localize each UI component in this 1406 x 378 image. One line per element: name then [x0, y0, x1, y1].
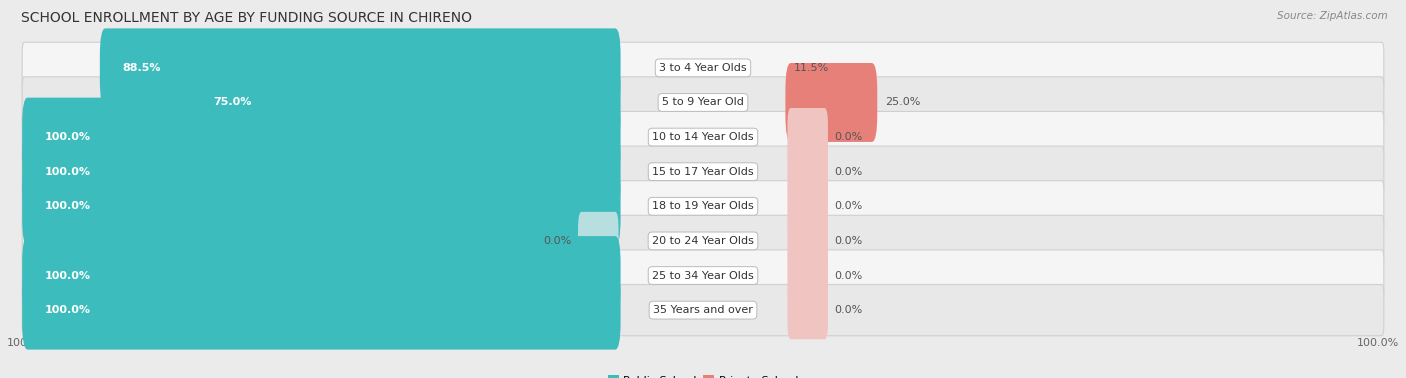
FancyBboxPatch shape	[22, 215, 1384, 266]
FancyBboxPatch shape	[787, 108, 828, 166]
Text: 3 to 4 Year Olds: 3 to 4 Year Olds	[659, 63, 747, 73]
FancyBboxPatch shape	[22, 250, 1384, 301]
Text: 15 to 17 Year Olds: 15 to 17 Year Olds	[652, 167, 754, 177]
Text: 0.0%: 0.0%	[543, 236, 571, 246]
Text: 5 to 9 Year Old: 5 to 9 Year Old	[662, 98, 744, 107]
Text: 0.0%: 0.0%	[835, 132, 863, 142]
FancyBboxPatch shape	[22, 112, 1384, 163]
FancyBboxPatch shape	[22, 271, 620, 350]
Text: 100.0%: 100.0%	[45, 201, 90, 211]
FancyBboxPatch shape	[786, 63, 877, 142]
Text: 100.0%: 100.0%	[45, 132, 90, 142]
FancyBboxPatch shape	[578, 212, 619, 270]
FancyBboxPatch shape	[191, 63, 620, 142]
Text: 11.5%: 11.5%	[794, 63, 830, 73]
Text: SCHOOL ENROLLMENT BY AGE BY FUNDING SOURCE IN CHIRENO: SCHOOL ENROLLMENT BY AGE BY FUNDING SOUR…	[21, 11, 472, 25]
Text: 100.0%: 100.0%	[45, 305, 90, 315]
Text: 0.0%: 0.0%	[835, 305, 863, 315]
FancyBboxPatch shape	[22, 146, 1384, 197]
Text: 100.0%: 100.0%	[45, 167, 90, 177]
FancyBboxPatch shape	[787, 281, 828, 339]
Text: 20 to 24 Year Olds: 20 to 24 Year Olds	[652, 236, 754, 246]
Text: 35 Years and over: 35 Years and over	[652, 305, 754, 315]
FancyBboxPatch shape	[787, 212, 828, 270]
FancyBboxPatch shape	[22, 181, 1384, 232]
Text: 100.0%: 100.0%	[45, 271, 90, 280]
Text: 0.0%: 0.0%	[835, 236, 863, 246]
Text: 10 to 14 Year Olds: 10 to 14 Year Olds	[652, 132, 754, 142]
Text: 25.0%: 25.0%	[886, 98, 921, 107]
FancyBboxPatch shape	[22, 98, 620, 177]
Text: 88.5%: 88.5%	[122, 63, 160, 73]
Text: 25 to 34 Year Olds: 25 to 34 Year Olds	[652, 271, 754, 280]
Text: 0.0%: 0.0%	[835, 201, 863, 211]
Text: 75.0%: 75.0%	[214, 98, 252, 107]
Text: 0.0%: 0.0%	[835, 271, 863, 280]
FancyBboxPatch shape	[787, 177, 828, 235]
Legend: Public School, Private School: Public School, Private School	[603, 371, 803, 378]
FancyBboxPatch shape	[22, 77, 1384, 128]
FancyBboxPatch shape	[22, 285, 1384, 336]
FancyBboxPatch shape	[22, 42, 1384, 93]
FancyBboxPatch shape	[787, 246, 828, 305]
FancyBboxPatch shape	[100, 28, 620, 107]
FancyBboxPatch shape	[22, 236, 620, 315]
FancyBboxPatch shape	[22, 132, 620, 211]
FancyBboxPatch shape	[787, 143, 828, 201]
Text: 18 to 19 Year Olds: 18 to 19 Year Olds	[652, 201, 754, 211]
Text: 0.0%: 0.0%	[835, 167, 863, 177]
FancyBboxPatch shape	[22, 167, 620, 246]
Text: Source: ZipAtlas.com: Source: ZipAtlas.com	[1277, 11, 1388, 21]
